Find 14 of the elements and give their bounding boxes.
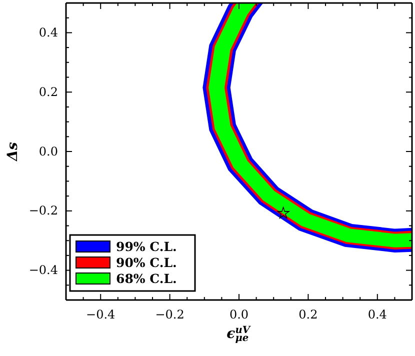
x-tick-label: 0.4: [368, 308, 388, 322]
y-tick-label: 0.0: [38, 144, 58, 158]
legend-label: 90% C.L.: [116, 255, 177, 270]
y-tick-label: 0.2: [38, 84, 58, 99]
y-tick-label: 0.4: [38, 26, 58, 40]
y-tick-label: −0.2: [28, 204, 58, 218]
x-tick-label: 0.2: [298, 308, 318, 322]
y-tick-label: −0.4: [28, 263, 58, 278]
x-tick-label: −0.4: [86, 308, 116, 322]
x-tick-label: 0.0: [229, 308, 249, 322]
legend-label: 99% C.L.: [116, 239, 177, 254]
legend-label: 68% C.L.: [116, 271, 177, 286]
x-tick-label: −0.2: [155, 308, 184, 322]
y-axis-title: Δs: [5, 142, 21, 162]
